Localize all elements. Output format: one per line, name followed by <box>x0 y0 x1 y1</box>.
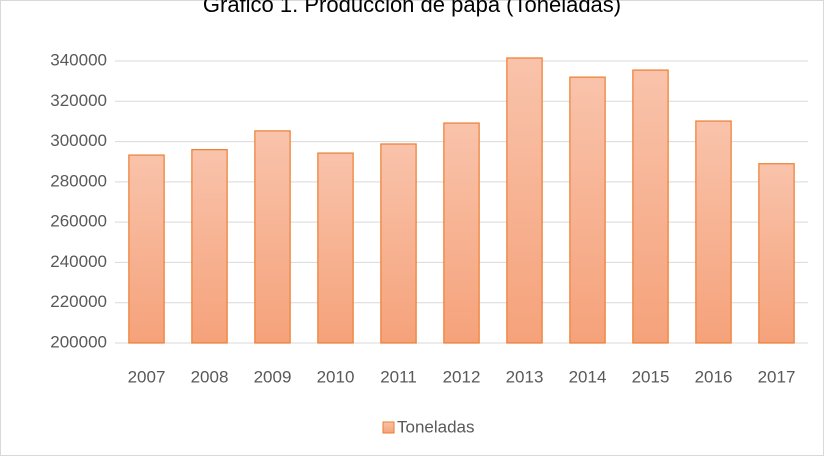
bar <box>695 120 732 344</box>
x-tick-label: 2011 <box>380 367 417 386</box>
bar <box>128 154 165 344</box>
bar <box>569 76 606 344</box>
y-tick-label: 240000 <box>50 252 107 271</box>
x-tick-label: 2015 <box>632 367 670 386</box>
x-tick-label: 2012 <box>443 367 481 386</box>
x-tick-label: 2008 <box>191 367 229 386</box>
y-tick-label: 200000 <box>50 332 107 351</box>
legend-swatch <box>382 421 395 434</box>
y-tick-label: 300000 <box>50 131 107 150</box>
bar <box>758 163 795 344</box>
x-tick-label: 2016 <box>695 367 733 386</box>
x-tick-label: 2013 <box>506 367 544 386</box>
bar <box>254 130 291 344</box>
y-tick-label: 260000 <box>50 212 107 231</box>
y-tick-label: 320000 <box>50 91 107 110</box>
y-tick-label: 340000 <box>50 50 107 69</box>
bar <box>380 143 417 344</box>
bar <box>632 69 669 344</box>
x-tick-label: 2017 <box>758 367 796 386</box>
x-tick-label: 2009 <box>254 367 292 386</box>
legend-label: Toneladas <box>397 417 475 436</box>
bar <box>317 152 354 344</box>
y-tick-label: 220000 <box>50 292 107 311</box>
x-tick-label: 2010 <box>317 367 355 386</box>
y-tick-label: 280000 <box>50 171 107 190</box>
bar <box>506 57 543 344</box>
x-tick-label: 2007 <box>128 367 166 386</box>
chart-title: Gráfico 1. Producción de papa (Toneladas… <box>203 0 621 17</box>
bar <box>191 149 228 344</box>
bar <box>443 122 480 344</box>
x-tick-label: 2014 <box>569 367 607 386</box>
